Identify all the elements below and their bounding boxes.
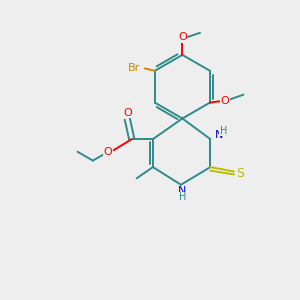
Text: S: S bbox=[236, 167, 244, 180]
Text: O: O bbox=[104, 147, 112, 157]
Text: O: O bbox=[221, 96, 230, 106]
Text: O: O bbox=[123, 108, 132, 118]
Text: Br: Br bbox=[128, 63, 140, 74]
Text: O: O bbox=[178, 32, 187, 42]
Text: N: N bbox=[178, 186, 187, 196]
Text: H: H bbox=[179, 192, 186, 202]
Text: H: H bbox=[220, 126, 227, 136]
Text: N: N bbox=[214, 130, 223, 140]
